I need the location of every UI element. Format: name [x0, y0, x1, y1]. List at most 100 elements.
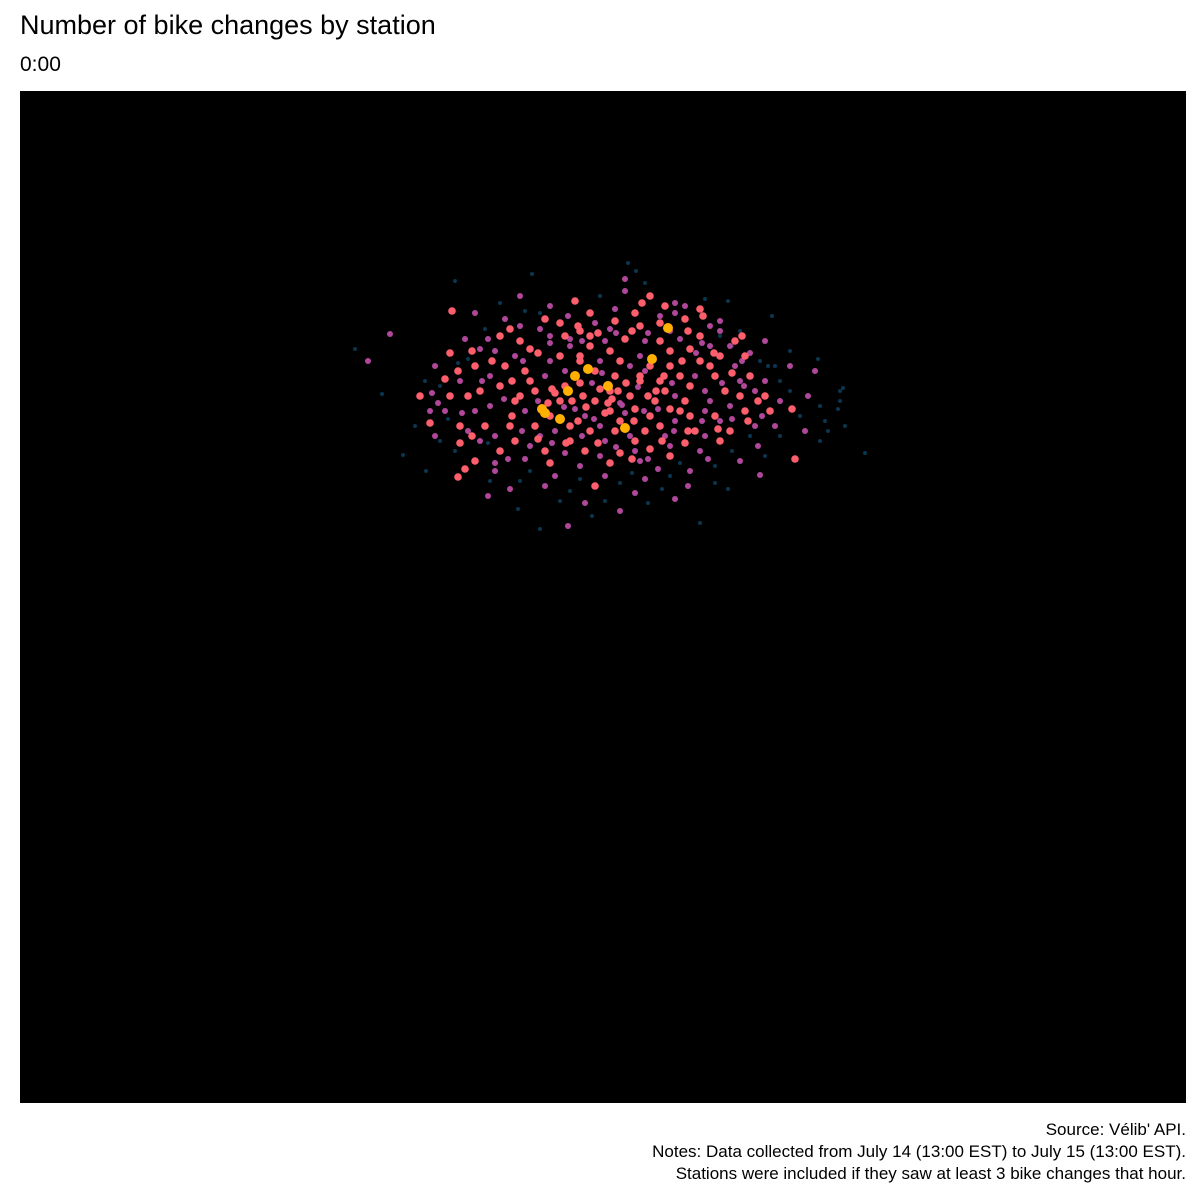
station-point [441, 375, 449, 383]
station-point [628, 327, 636, 335]
station-point [656, 422, 664, 430]
station-point [485, 336, 491, 342]
station-point [630, 417, 638, 425]
station-point [547, 358, 553, 364]
station-point [511, 397, 519, 405]
station-point [592, 320, 598, 326]
station-point [461, 465, 469, 473]
station-point [464, 392, 472, 400]
station-point [626, 392, 634, 400]
station-point [476, 387, 484, 395]
station-point [672, 300, 678, 306]
station-point [758, 359, 762, 363]
station-point [666, 362, 674, 370]
station-point [631, 437, 639, 445]
station-point [707, 343, 713, 349]
station-point [838, 399, 842, 403]
station-point [380, 392, 384, 396]
station-point [666, 452, 674, 460]
station-point [628, 455, 636, 463]
station-point [727, 403, 733, 409]
station-point [703, 297, 707, 301]
station-point [516, 337, 524, 345]
station-point [621, 335, 629, 343]
station-point [622, 276, 628, 282]
station-point [448, 307, 456, 315]
station-point [486, 441, 490, 445]
station-point [655, 406, 661, 412]
station-point [483, 327, 487, 331]
station-point [798, 414, 802, 418]
station-point [717, 328, 723, 334]
station-point [661, 387, 669, 395]
station-point [565, 523, 571, 529]
station-point [561, 332, 569, 340]
station-point [766, 407, 774, 415]
station-point [616, 449, 624, 457]
station-point [586, 309, 594, 317]
station-point [591, 397, 599, 405]
station-point [602, 473, 608, 479]
station-point [671, 428, 677, 434]
station-point [620, 423, 630, 433]
station-point [538, 527, 542, 531]
station-point [612, 306, 618, 312]
station-point [636, 322, 644, 330]
station-point [697, 448, 703, 454]
station-point [693, 350, 699, 356]
station-point [520, 358, 526, 364]
station-point [547, 340, 553, 346]
station-point [547, 333, 553, 339]
station-point [492, 468, 498, 474]
station-point [791, 455, 799, 463]
station-point [669, 380, 675, 386]
station-point [582, 500, 588, 506]
station-point [579, 338, 585, 344]
station-point [577, 463, 583, 469]
station-point [488, 357, 496, 365]
station-point [549, 440, 555, 446]
station-point [556, 397, 564, 405]
station-point [646, 292, 654, 300]
station-point [626, 261, 630, 265]
station-point [453, 449, 457, 453]
station-point [641, 408, 647, 414]
station-point [713, 481, 717, 485]
station-point [707, 323, 713, 329]
station-point [597, 423, 603, 429]
station-point [597, 453, 603, 459]
station-point [718, 334, 722, 338]
station-point [727, 343, 733, 349]
station-point [365, 358, 371, 364]
station-point [603, 381, 613, 391]
station-point [523, 309, 527, 313]
caption-inclusion: Stations were included if they saw at le… [675, 1164, 1186, 1183]
station-point [435, 400, 441, 406]
station-point [726, 427, 734, 435]
station-point [594, 439, 602, 447]
station-point [713, 464, 717, 468]
station-point [429, 390, 435, 396]
station-point [572, 406, 578, 412]
station-point [627, 433, 633, 439]
plot-background [20, 91, 1186, 1103]
station-point [413, 424, 417, 428]
station-point [657, 313, 663, 319]
station-point [646, 362, 654, 370]
station-point [788, 349, 792, 353]
station-point [591, 367, 599, 375]
station-point [558, 499, 562, 503]
station-point [492, 433, 498, 439]
station-point [522, 408, 528, 414]
station-point [686, 345, 694, 353]
station-point [823, 419, 827, 423]
station-point [632, 490, 638, 496]
station-point [699, 340, 705, 346]
station-point [416, 392, 424, 400]
station-point [741, 407, 749, 415]
station-point [432, 433, 438, 439]
station-point [602, 338, 608, 344]
station-point [442, 408, 448, 414]
station-point [682, 303, 688, 309]
station-point [471, 457, 479, 465]
